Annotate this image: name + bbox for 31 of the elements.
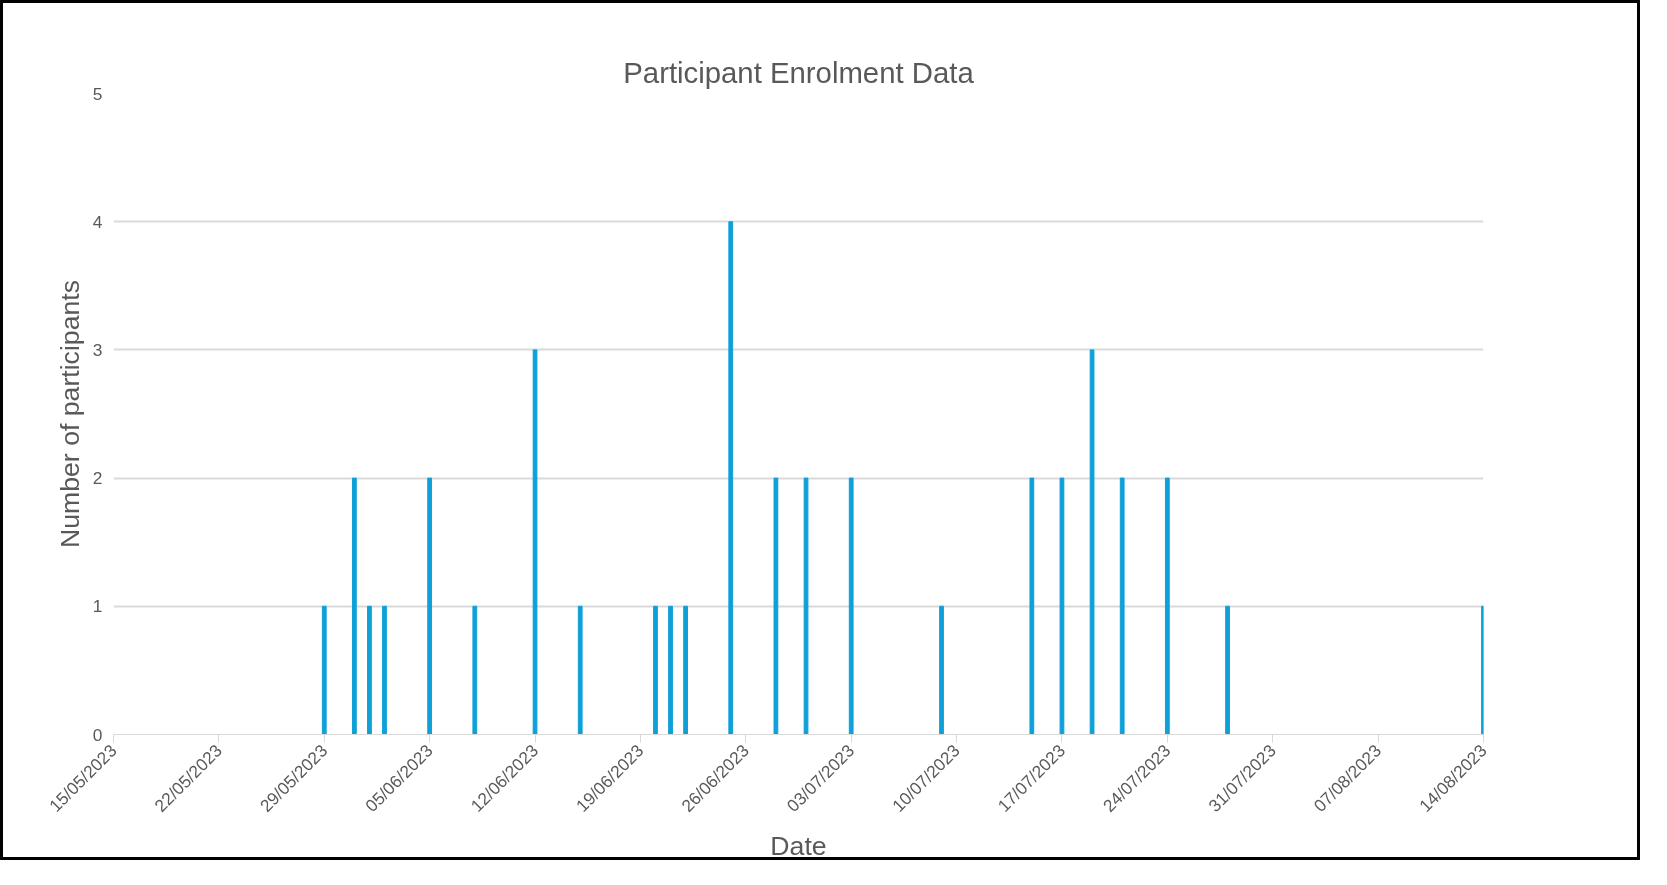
bar — [1059, 477, 1065, 735]
y-tick-label: 4 — [92, 211, 103, 232]
bar — [728, 221, 734, 735]
bar — [1119, 477, 1125, 735]
bar — [382, 605, 387, 735]
x-axis-title: Date — [770, 830, 827, 861]
chart-title: Participant Enrolment Data — [623, 55, 975, 89]
bar — [1029, 477, 1035, 735]
bar — [1225, 605, 1230, 735]
bar — [1089, 349, 1095, 735]
bar — [577, 605, 583, 735]
bar — [352, 477, 357, 735]
bar — [653, 605, 658, 735]
bar — [848, 477, 854, 735]
y-tick-label: 3 — [92, 339, 103, 360]
bar — [367, 605, 372, 735]
y-tick-label: 2 — [92, 468, 103, 489]
bar — [427, 477, 433, 735]
bar — [532, 349, 538, 735]
y-tick-label: 1 — [92, 596, 103, 617]
y-tick-label: 0 — [92, 724, 103, 745]
bar — [683, 605, 688, 735]
y-tick-label: 5 — [92, 83, 103, 104]
bar — [1164, 477, 1170, 735]
bar — [321, 605, 327, 735]
y-axis-title: Number of participants — [54, 279, 85, 549]
bar — [773, 477, 779, 735]
bar — [939, 605, 944, 735]
bar — [472, 605, 478, 735]
bar — [803, 477, 809, 735]
bar — [668, 605, 673, 735]
